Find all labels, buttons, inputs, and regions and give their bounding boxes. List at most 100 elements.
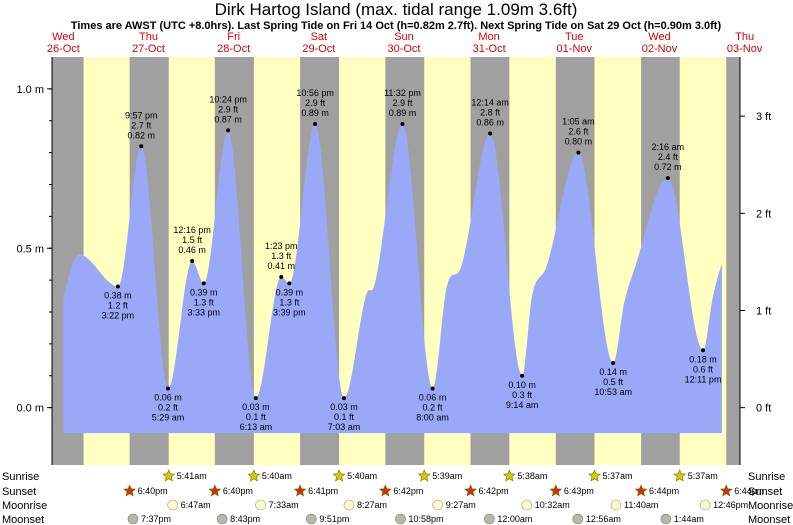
- sunset-icon: [464, 484, 478, 497]
- sunset-time: 6:42pm: [479, 486, 509, 496]
- low-tide-point: [166, 386, 171, 391]
- low-tide-label: 0.03 m: [330, 402, 358, 412]
- low-tide-label: 6:13 am: [240, 422, 273, 432]
- high-tide-label: 2.6 ft: [568, 127, 589, 137]
- high-tide-label: 0.72 m: [654, 162, 682, 172]
- right-tick-label: 1 ft: [756, 305, 771, 317]
- day-name: Tue: [565, 31, 584, 43]
- moonrise-time: 10:32am: [535, 500, 570, 510]
- sunset-time: 6:43pm: [564, 486, 594, 496]
- sunrise-time: 5:38am: [517, 471, 547, 481]
- day-date: 03-Nov: [727, 43, 763, 55]
- day-name: Thu: [735, 31, 754, 43]
- sunset-time: 6:40pm: [223, 486, 253, 496]
- low-tide-label: 9:14 am: [506, 400, 539, 410]
- day-date: 31-Oct: [473, 43, 506, 55]
- moonset-time: 12:56am: [586, 514, 621, 524]
- sunset-time: 6:42pm: [393, 486, 423, 496]
- moonset-icon: [395, 513, 406, 525]
- high-tide-label: 2:16 am: [652, 142, 685, 152]
- high-tide-label: 0.46 m: [178, 245, 206, 255]
- sunrise-icon: [162, 469, 176, 482]
- astro-rows: Sunrise Sunrise 5:41am 5:40am 5:40am 5:39am 5:…: [2, 469, 793, 525]
- moonset-time: 9:51pm: [319, 514, 349, 524]
- moonrise-time: 7:33am: [269, 500, 299, 510]
- moonrise-icon: [343, 499, 355, 511]
- sunset-icon: [378, 484, 392, 497]
- high-tide-label: 10:24 pm: [209, 94, 247, 104]
- moonset-icon: [572, 513, 584, 525]
- high-tide-label: 2.9 ft: [305, 98, 326, 108]
- day-name: Sat: [311, 31, 328, 43]
- high-tide-label: 12:14 am: [471, 98, 509, 108]
- sunrise-icon: [247, 469, 261, 482]
- sunrise-icon: [588, 469, 601, 482]
- high-tide-label: 0.89 m: [389, 108, 417, 118]
- moonrise-icon: [699, 499, 711, 511]
- high-tide-label: 1:05 am: [562, 117, 595, 127]
- high-tide-label: 2.7 ft: [131, 120, 152, 130]
- left-tick-label: 0.5 m: [16, 243, 44, 255]
- low-tide-label: 0.1 ft: [246, 412, 267, 422]
- low-tide-label: 0.18 m: [689, 354, 717, 364]
- high-tide-label: 1.3 ft: [271, 251, 292, 261]
- sunrise-time: 5:37am: [688, 471, 718, 481]
- moonrise-icon: [167, 499, 178, 511]
- sunset-time: 6:40pm: [138, 486, 168, 496]
- sunset-icon: [208, 484, 222, 497]
- day-date: 30-Oct: [387, 43, 420, 55]
- day-date: 27-Oct: [132, 43, 165, 55]
- moonrise-icon: [255, 499, 266, 511]
- sunset-icon: [549, 484, 563, 497]
- moonrise-row-label-right: Moonrise: [748, 500, 793, 512]
- day-name: Thu: [139, 31, 158, 43]
- sunrise-icon: [673, 469, 687, 482]
- high-tide-label: 0.89 m: [301, 108, 329, 118]
- low-tide-point: [430, 386, 435, 391]
- sunset-icon: [719, 484, 733, 497]
- moonset-icon: [127, 513, 139, 525]
- day-date: 02-Nov: [642, 43, 678, 55]
- low-tide-label: 0.39 m: [276, 287, 304, 297]
- sunrise-time: 5:39am: [432, 471, 462, 481]
- sunset-icon: [123, 484, 137, 497]
- low-tide-label: 0.1 ft: [334, 412, 355, 422]
- day-date: 01-Nov: [557, 43, 593, 55]
- low-tide-point: [520, 373, 525, 378]
- moonset-time: 8:43pm: [230, 514, 260, 524]
- low-tide-label: 1.2 ft: [108, 301, 129, 311]
- sunrise-icon: [417, 469, 431, 482]
- day-name: Wed: [52, 31, 74, 43]
- sunset-icon: [293, 484, 307, 497]
- low-tide-label: 0.38 m: [104, 291, 132, 301]
- day-name: Sun: [394, 31, 414, 43]
- moonset-time: 1:44am: [674, 514, 704, 524]
- low-tide-label: 0.06 m: [419, 393, 447, 403]
- sunset-row-label-right: Sunset: [748, 486, 782, 498]
- high-tide-point: [139, 144, 144, 149]
- right-tick-label: 2 ft: [756, 208, 771, 220]
- low-tide-point: [611, 361, 616, 365]
- low-tide-point: [115, 284, 120, 289]
- left-tick-label: 0.0 m: [16, 403, 44, 415]
- low-tide-point: [341, 396, 346, 401]
- moonset-icon: [216, 513, 228, 525]
- moonset-time: 10:58pm: [409, 514, 444, 524]
- tide-extremes: 0.38 m1.2 ft3:22 pm 9:57 pm2.7 ft0.82 m 0.…: [102, 88, 722, 432]
- low-tide-label: 3:39 pm: [273, 307, 306, 317]
- high-tide-point: [190, 259, 195, 263]
- low-tide-label: 0.14 m: [599, 367, 627, 377]
- sunrise-time: 5:41am: [177, 471, 207, 481]
- high-tide-label: 12:16 pm: [173, 225, 211, 235]
- sunrise-icon: [332, 469, 346, 482]
- low-tide-label: 0.6 ft: [693, 364, 714, 374]
- moonset-icon: [306, 513, 317, 525]
- low-tide-label: 0.3 ft: [512, 390, 533, 400]
- day-name: Wed: [648, 31, 670, 43]
- sunrise-row-label-right: Sunrise: [748, 471, 785, 483]
- high-tide-label: 1:23 pm: [265, 241, 298, 251]
- chart-subtitle: Times are AWST (UTC +8.0hrs). Last Sprin…: [71, 20, 722, 32]
- moonset-time: 7:37pm: [141, 514, 171, 524]
- day-date: 26-Oct: [47, 43, 80, 55]
- high-tide-point: [313, 121, 318, 126]
